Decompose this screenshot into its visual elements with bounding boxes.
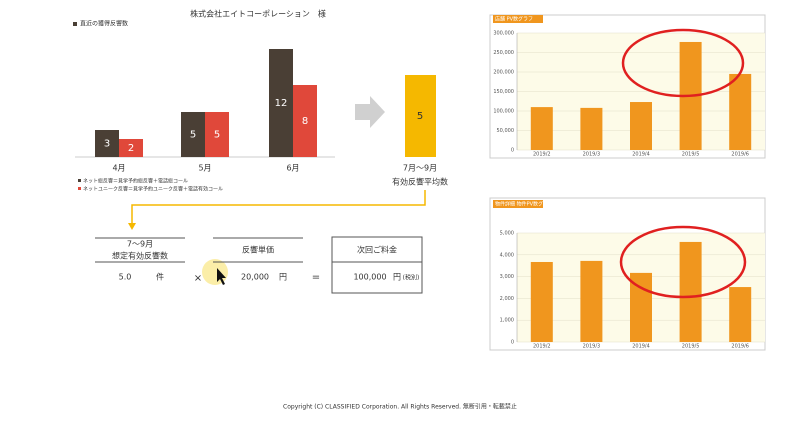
y-tick-label: 0 (511, 148, 514, 154)
annotation-circle (619, 225, 747, 299)
times: × (194, 273, 202, 284)
average-period: 7月～9月 (403, 164, 437, 173)
bar (729, 73, 752, 150)
y-tick-label: 50,000 (497, 128, 515, 134)
value-label: 12 (275, 98, 288, 109)
y-tick-label: 3,000 (500, 274, 514, 280)
bar (269, 49, 293, 157)
y-tick-label: 1,000 (500, 318, 514, 324)
calc-value: 5.0 (119, 273, 132, 282)
chart-title: 物件詳細 物件PV数グラフ (495, 201, 553, 208)
bar (729, 287, 752, 342)
y-tick-label: 4,000 (500, 252, 514, 258)
bar (293, 85, 317, 157)
x-tick-label: 2019/5 (682, 344, 700, 350)
value-label: 5 (214, 130, 220, 141)
fee-box (331, 236, 423, 294)
fee-value: 100,000 (353, 273, 386, 282)
y-tick-label: 250,000 (493, 50, 514, 56)
connector-head (128, 223, 136, 230)
bar (530, 107, 553, 150)
y-tick-label: 100,000 (493, 109, 514, 115)
value-label: 3 (104, 139, 110, 150)
calc-label: 想定有効反響数 (112, 251, 168, 261)
chart-title: 直近の獲得反響数 (80, 20, 128, 28)
average-bar (405, 75, 436, 157)
x-tick-label: 2019/2 (533, 152, 551, 158)
bar (119, 139, 143, 157)
x-tick-label: 2019/4 (632, 152, 650, 158)
y-tick-label: 5,000 (500, 231, 514, 237)
bar (630, 102, 652, 150)
x-tick-label: 2019/3 (583, 152, 601, 158)
bar (95, 130, 119, 157)
equals: = (312, 272, 320, 283)
title-bullet (73, 22, 77, 26)
x-tick-label: 2019/2 (533, 344, 551, 350)
x-tick-label: 6月 (286, 164, 299, 173)
title-tab (493, 15, 543, 23)
title-tab (493, 200, 543, 208)
legend-label: ネット総反響＝見学予約総反響＋電話総コール (83, 178, 188, 185)
value-label: 8 (302, 116, 308, 127)
average-caption: 有効反響平均数 (392, 177, 448, 187)
fee-label: 次回ご料金 (357, 245, 397, 255)
calc-period: 7～9月 (127, 240, 153, 249)
x-tick-label: 2019/6 (731, 344, 749, 350)
x-tick-label: 2019/5 (682, 152, 700, 158)
footer: Copyright (C) CLASSIFIED Corporation. Al… (283, 403, 517, 411)
legend-swatch (78, 179, 81, 182)
x-tick-label: 2019/4 (632, 344, 650, 350)
price-value: 20,000 (241, 273, 269, 282)
bar (205, 112, 229, 157)
calc-unit: 件 (156, 272, 164, 282)
bar (181, 112, 205, 157)
page-title: 株式会社エイトコーポレーション 様 (190, 9, 326, 19)
price-label: 反響単価 (242, 245, 274, 255)
fee-note: (税別) (403, 274, 420, 282)
x-tick-label: 4月 (112, 164, 125, 173)
y-tick-label: 2,000 (500, 296, 514, 302)
legend-label: ネットユニーク反響＝見学予約ユニーク反響＋電話有効コール (83, 186, 223, 193)
connector (131, 190, 426, 225)
legend-swatch (78, 187, 81, 190)
value-label: 2 (128, 143, 134, 154)
x-tick-label: 5月 (198, 164, 211, 173)
chart-title: 店舗 PV数グラフ (495, 16, 533, 23)
y-tick-label: 0 (511, 340, 514, 346)
bar (530, 261, 553, 342)
x-tick-label: 2019/6 (731, 152, 749, 158)
arrow (355, 96, 385, 128)
average-label: 5 (417, 111, 423, 122)
fee-unit: 円 (393, 273, 401, 282)
bar (679, 241, 702, 342)
y-tick-label: 200,000 (493, 70, 514, 76)
bar (580, 260, 603, 342)
y-tick-label: 150,000 (493, 89, 514, 95)
value-label: 5 (190, 130, 196, 141)
cursor (217, 268, 226, 285)
y-tick-label: 300,000 (493, 31, 514, 37)
annotation-circle (621, 28, 745, 98)
x-tick-label: 2019/3 (583, 344, 601, 350)
highlight (202, 259, 228, 285)
bar (580, 107, 603, 150)
price-unit: 円 (279, 273, 287, 282)
